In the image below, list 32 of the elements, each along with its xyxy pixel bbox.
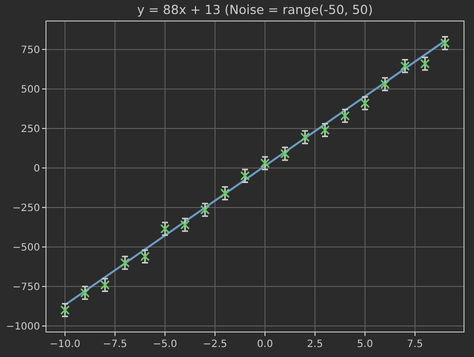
point — [180, 220, 190, 230]
point — [300, 132, 310, 142]
point — [360, 98, 370, 108]
x-tick-label: 7.5 — [407, 339, 423, 350]
point — [420, 58, 430, 68]
y-tick-label: 750 — [20, 44, 40, 56]
x-tick-label: 2.5 — [307, 339, 323, 350]
point — [140, 252, 150, 262]
y-tick-label: −1000 — [6, 321, 40, 332]
point — [60, 305, 70, 315]
point — [400, 61, 410, 71]
point — [340, 111, 350, 121]
x-tick-label: −7.5 — [102, 339, 128, 350]
x-tick-label: 0.0 — [257, 339, 273, 350]
y-tick-label: 500 — [20, 84, 40, 96]
y-tick-label: −750 — [12, 282, 40, 293]
x-tick-label: −2.5 — [202, 339, 228, 350]
point — [240, 171, 250, 181]
y-tick-label: −500 — [12, 242, 40, 254]
x-tick-label: −10.0 — [50, 339, 80, 350]
point — [440, 38, 450, 48]
point — [160, 224, 170, 234]
y-tick-label: −250 — [12, 202, 40, 214]
y-tick-label: 250 — [20, 124, 40, 135]
point — [320, 125, 330, 135]
point — [200, 205, 210, 215]
point — [100, 280, 110, 290]
chart-title: y = 88x + 13 (Noise = range(-50, 50) — [137, 2, 373, 17]
x-tick-label: −5.0 — [152, 339, 178, 350]
y-tick-label: 0 — [34, 163, 40, 174]
x-tick-label: 5.0 — [357, 339, 373, 350]
point — [80, 288, 90, 298]
